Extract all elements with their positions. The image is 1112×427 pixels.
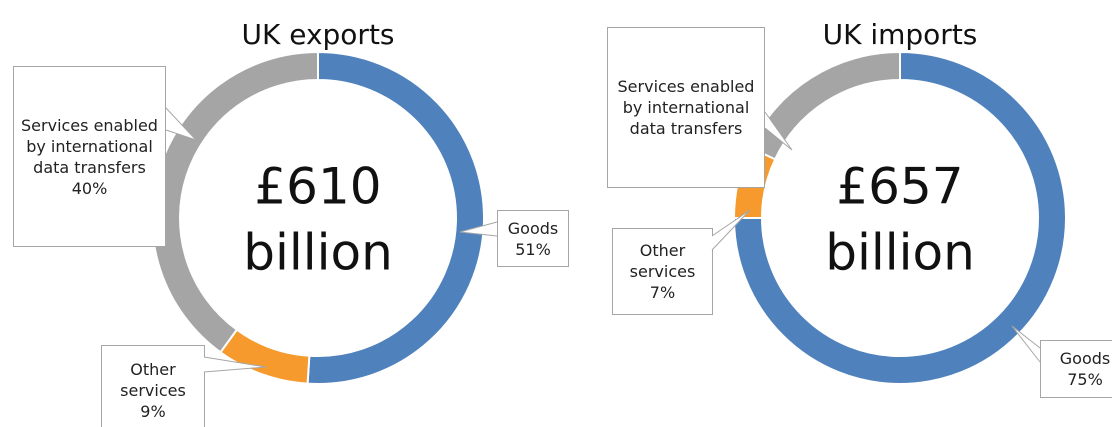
value-label: 75% [1067, 370, 1103, 389]
callout-pointer [165, 107, 197, 141]
donut-segment [732, 50, 1067, 385]
center-label: billion [243, 224, 393, 282]
callout-box: Other services 9% [101, 345, 205, 427]
callout-box: Services enabled by international data t… [607, 27, 765, 188]
value-label: 7% [649, 283, 676, 302]
callout-pointer [1011, 325, 1041, 363]
callout-box: Services enabled by international data t… [13, 66, 166, 247]
callout-box: Other services 7% [612, 228, 713, 315]
category-label: Other services [120, 359, 186, 400]
chart-title: UK exports [241, 18, 394, 51]
category-label: Other services [629, 241, 696, 281]
category-label: Services enabled by international data t… [21, 115, 158, 177]
callout-pointer [203, 356, 267, 373]
category-label: Goods [507, 218, 559, 238]
category-label: Goods [1059, 349, 1111, 368]
value-label: 9% [140, 401, 166, 421]
category-label: Services enabled by international data t… [617, 77, 755, 138]
callout-pointer [459, 221, 498, 237]
value-label: 40% [71, 178, 108, 198]
center-label: billion [825, 224, 975, 282]
center-label: £610 [254, 158, 381, 216]
donut-segment [748, 50, 901, 161]
callout-pointer [764, 111, 793, 151]
chart-title: UK imports [823, 18, 978, 51]
callout-pointer [711, 209, 751, 251]
value-label: 51% [515, 239, 551, 259]
callout-box: Goods 75% [1040, 340, 1112, 398]
center-label: £657 [836, 158, 963, 216]
callout-box: Goods 51% [497, 210, 569, 267]
